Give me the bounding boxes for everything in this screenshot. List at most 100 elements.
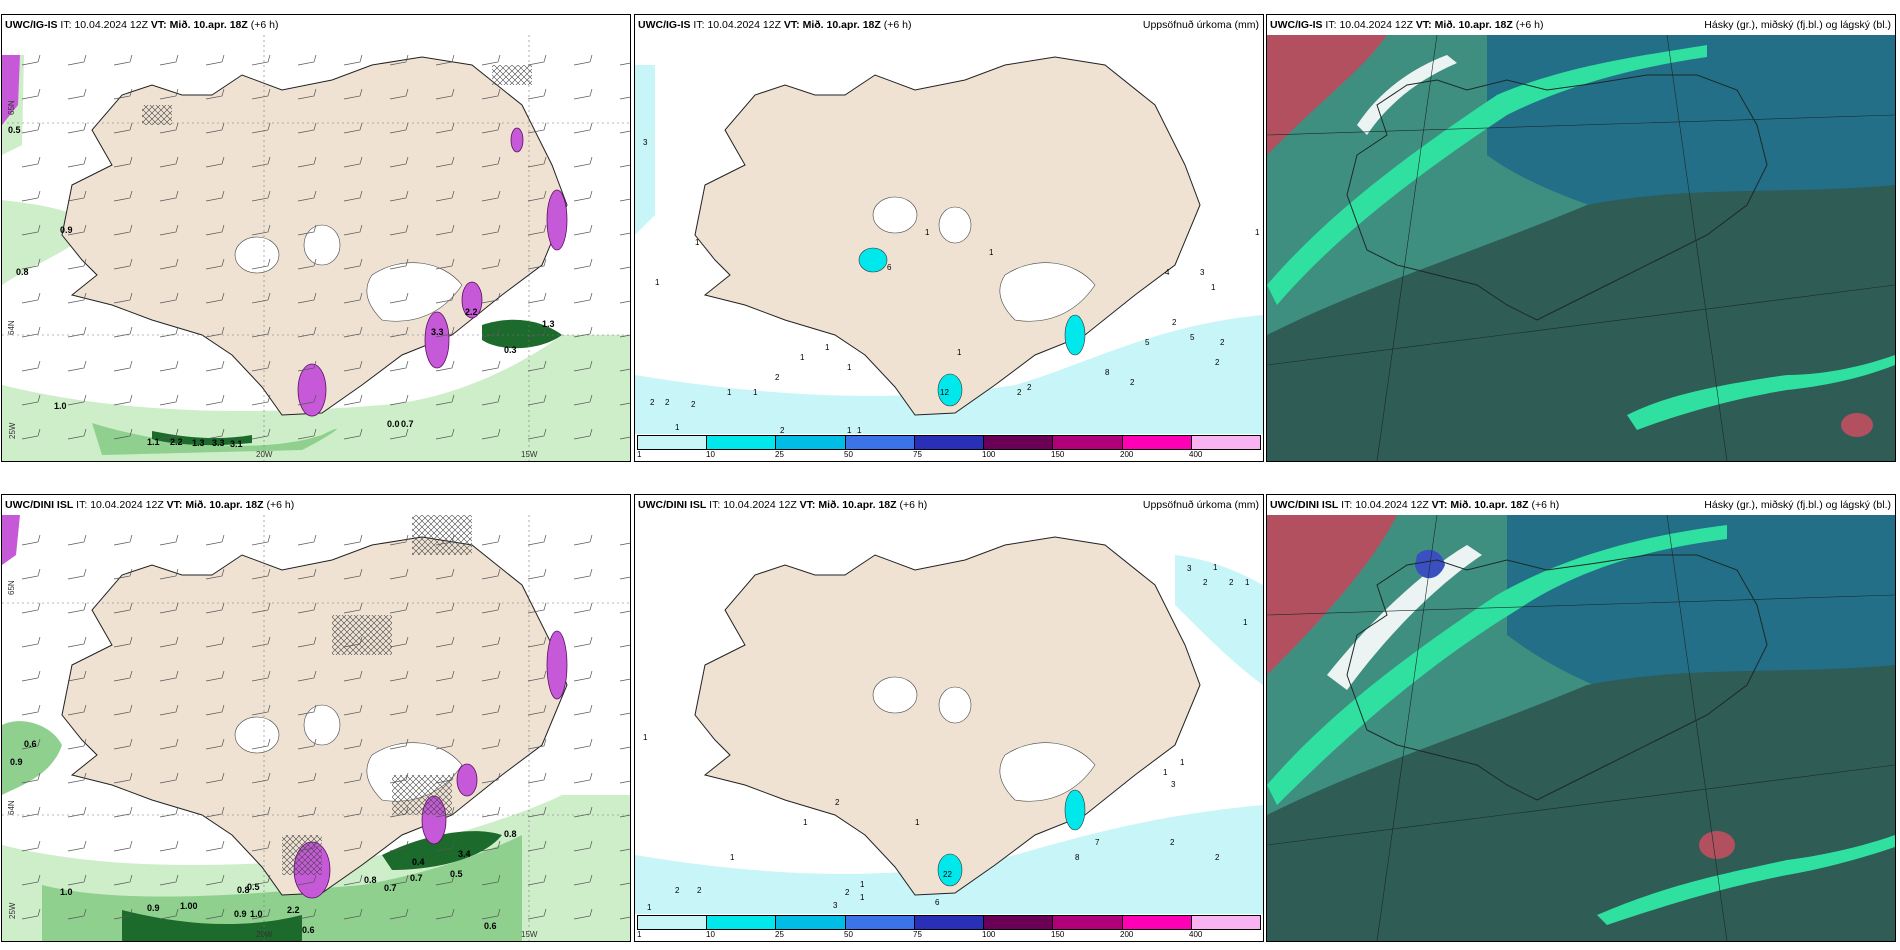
wind-barb — [527, 806, 547, 818]
wind-barb — [573, 292, 593, 304]
wind-barb — [297, 190, 317, 202]
wind-barb — [435, 224, 455, 236]
wind-barb — [251, 292, 271, 304]
wind-barb — [435, 534, 455, 546]
precip-value-label: 1 — [1243, 618, 1248, 627]
wind-barb — [481, 772, 501, 784]
wind-barb — [113, 122, 133, 134]
precip-value-label: 1 — [1211, 283, 1216, 292]
precip-value-label: 1 — [989, 248, 994, 257]
wind-barb — [435, 840, 455, 852]
wind-barb — [343, 636, 363, 648]
wind-barb — [21, 88, 41, 100]
wind-barb — [343, 670, 363, 682]
wind-value-label: 3.3 — [431, 327, 444, 337]
colorbar-tick: 200 — [1120, 450, 1134, 459]
wind-barb — [481, 394, 501, 406]
colorbar-cell — [1053, 916, 1123, 929]
wind-barb — [527, 738, 547, 750]
wind-barb — [481, 88, 501, 100]
precip-value-label: 3 — [1200, 268, 1205, 277]
precip-map: 1 1 2 2 3 1 1 2 2 1 1 6 7 8 2 2 1 2 2 1 … — [635, 515, 1263, 914]
wind-value-label: 0.9 — [234, 909, 247, 919]
wind-barb — [113, 704, 133, 716]
wind-barb — [297, 534, 317, 546]
wind-barb — [113, 670, 133, 682]
iceland-outline — [1346, 74, 1768, 321]
precip-cell — [456, 763, 478, 797]
wind-barb — [619, 62, 630, 66]
wind-barb — [527, 840, 547, 852]
model-name: UWC/IG-IS — [5, 19, 58, 31]
hatched-area — [282, 835, 322, 875]
wind-barb — [113, 568, 133, 580]
wind-barb — [251, 874, 271, 886]
wind-barb — [205, 670, 225, 682]
cloud-red-patch — [1841, 413, 1873, 437]
model-name: UWC/IG-IS — [638, 19, 691, 31]
wind-barb — [573, 88, 593, 100]
colorbar-cell — [776, 916, 846, 929]
vt-value: Mið. 10.apr. 18Z — [1450, 499, 1529, 511]
wind-barb — [67, 534, 87, 546]
wind-barb — [205, 806, 225, 818]
it-label: IT: — [1325, 19, 1337, 31]
wind-barb — [435, 326, 455, 338]
hatched-area — [412, 515, 472, 555]
wind-barb — [573, 738, 593, 750]
wind-barb — [297, 738, 317, 750]
wind-barb — [21, 636, 41, 648]
colorbar-cell — [1122, 436, 1192, 449]
wind-barb — [67, 190, 87, 202]
wind-barb — [21, 224, 41, 236]
wind-value-label: 0.9 — [10, 757, 23, 767]
wind-barb — [573, 840, 593, 852]
colorbar-cell — [707, 436, 777, 449]
colorbar-cell — [1191, 436, 1260, 449]
vt-label: VT: — [1431, 499, 1448, 511]
vt-label: VT: — [783, 19, 800, 31]
wind-barb — [527, 122, 547, 134]
wind-barb — [251, 772, 271, 784]
wind-barb — [297, 874, 317, 886]
precip-value-label: 1 — [860, 893, 865, 902]
lead-time: (+6 h) — [899, 499, 928, 511]
precip-cell — [937, 373, 963, 407]
wind-barb — [619, 96, 630, 100]
wind-barb — [527, 190, 547, 202]
wind-barb — [159, 190, 179, 202]
wind-value-label: 0.6 — [302, 925, 315, 935]
axis-labels: 20W 15W 65N 64N 25W — [7, 100, 538, 459]
precip-cell — [297, 363, 327, 417]
precip-title: Uppsöfnuð úrkoma (mm) — [1142, 19, 1259, 31]
precip-map-panel-row2: UWC/DINI ISL IT: 10.04.2024 12Z VT: Mið.… — [634, 494, 1264, 942]
wind-barb — [297, 88, 317, 100]
panel-title: UWC/IG-IS IT: 10.04.2024 12Z VT: Mið. 10… — [2, 15, 630, 35]
wind-barb — [573, 908, 593, 920]
wind-barb — [251, 908, 271, 920]
wind-barb — [205, 190, 225, 202]
graticule-line — [1267, 114, 1895, 136]
wind-barb — [435, 738, 455, 750]
glacier — [938, 206, 972, 244]
cloud-blue-layer — [1487, 35, 1895, 235]
cloud-white-streak — [1357, 55, 1457, 135]
wind-barb — [251, 568, 271, 580]
precip-cell — [1064, 314, 1086, 356]
wind-value-label: 0.4 — [412, 857, 425, 867]
colorbar-cell — [776, 436, 846, 449]
precip-map: 3 1 1 2 2 2 1 1 1 1 1 2 1 2 1 1 1 1 5 4 … — [635, 35, 1263, 434]
precip-value-label: 1 — [803, 818, 808, 827]
wind-barb — [113, 738, 133, 750]
wind-barb — [67, 224, 87, 236]
wind-barb — [21, 704, 41, 716]
cloud-title: Hásky (gr.), miðský (fj.bl.) og lágský (… — [1704, 499, 1891, 511]
precip-value-label: 1 — [655, 278, 660, 287]
wind-barb — [343, 704, 363, 716]
wind-barb — [159, 122, 179, 134]
vt-value: Mið. 10.apr. 18Z — [169, 19, 248, 31]
wind-barb — [435, 428, 455, 440]
colorbar-tick: 400 — [1189, 930, 1203, 939]
wind-barb — [21, 258, 41, 270]
wind-value-label: 0.8 — [364, 875, 377, 885]
